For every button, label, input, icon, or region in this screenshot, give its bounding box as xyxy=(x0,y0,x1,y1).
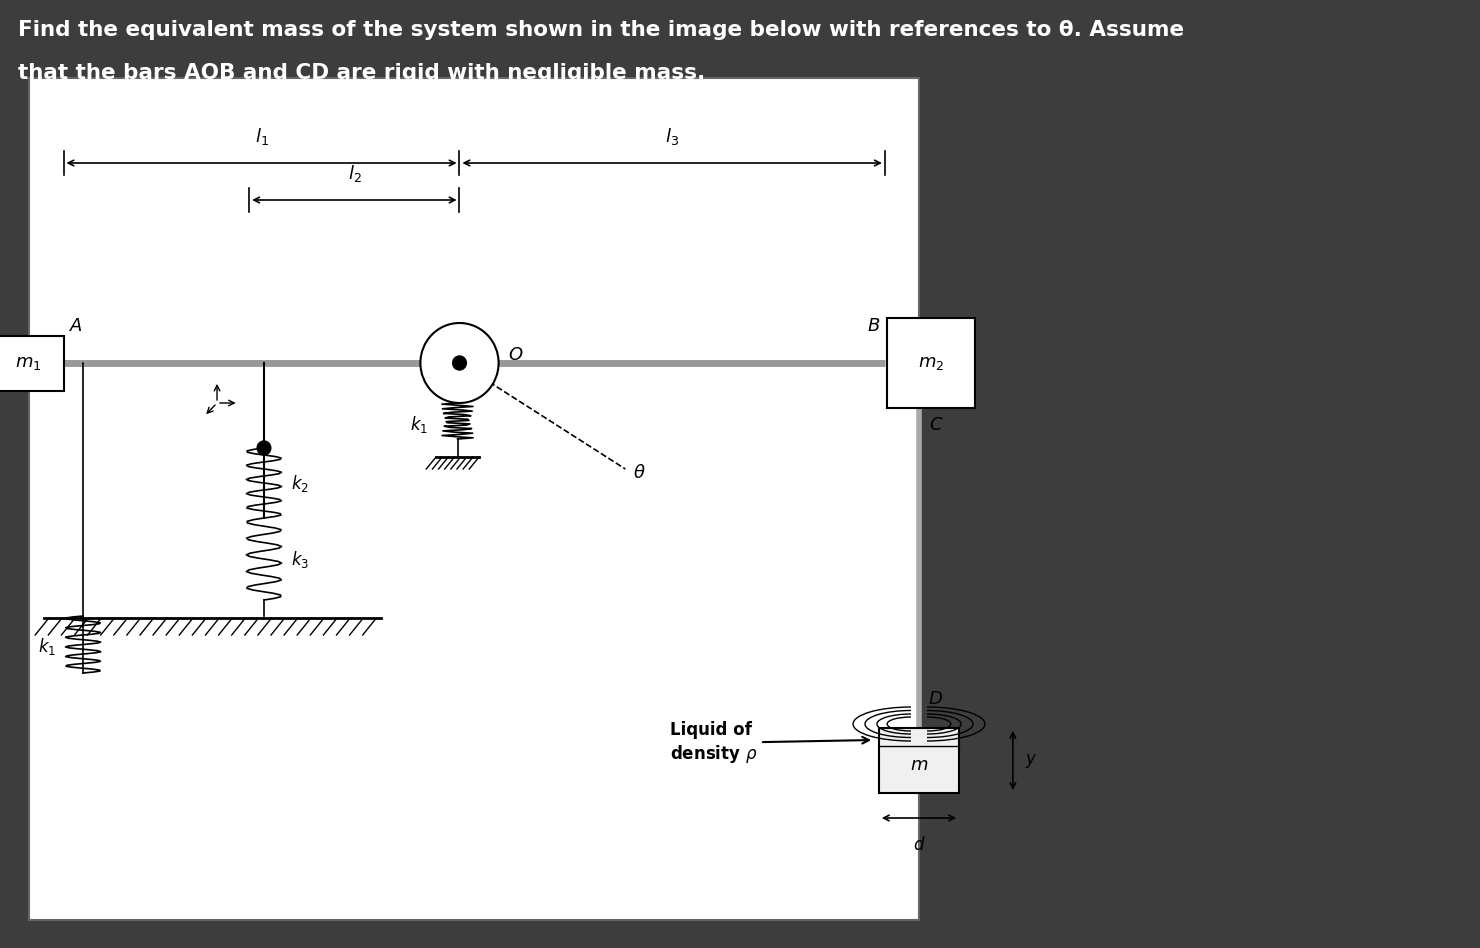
Text: $l_1$: $l_1$ xyxy=(255,126,268,147)
Text: $k_3$: $k_3$ xyxy=(292,549,309,570)
Text: $m_2$: $m_2$ xyxy=(918,354,944,372)
Text: Find the equivalent mass of the system shown in the image below with references : Find the equivalent mass of the system s… xyxy=(18,20,1184,40)
Text: $k_2$: $k_2$ xyxy=(292,472,309,494)
Circle shape xyxy=(258,441,271,455)
Text: C: C xyxy=(929,416,941,434)
Text: $d$: $d$ xyxy=(913,836,925,854)
Text: $m$: $m$ xyxy=(910,757,928,775)
FancyBboxPatch shape xyxy=(879,728,959,793)
FancyBboxPatch shape xyxy=(887,318,975,408)
Text: $\theta$: $\theta$ xyxy=(633,464,645,482)
Text: $k_1$: $k_1$ xyxy=(37,635,56,657)
Text: O: O xyxy=(508,346,522,364)
Text: A: A xyxy=(71,317,83,335)
Circle shape xyxy=(420,323,499,403)
Text: $l_2$: $l_2$ xyxy=(348,163,361,184)
Text: $k_1$: $k_1$ xyxy=(410,413,428,434)
Text: $y$: $y$ xyxy=(1024,752,1037,770)
Circle shape xyxy=(453,356,466,370)
Text: D: D xyxy=(929,690,943,708)
Text: that the bars AOB and CD are rigid with negligible mass.: that the bars AOB and CD are rigid with … xyxy=(18,63,704,83)
Text: $l_3$: $l_3$ xyxy=(665,126,679,147)
Text: Liquid of
density $\rho$: Liquid of density $\rho$ xyxy=(669,721,869,765)
Text: $m_1$: $m_1$ xyxy=(15,354,41,372)
Text: B: B xyxy=(867,317,881,335)
FancyBboxPatch shape xyxy=(0,336,64,391)
FancyBboxPatch shape xyxy=(30,78,919,920)
